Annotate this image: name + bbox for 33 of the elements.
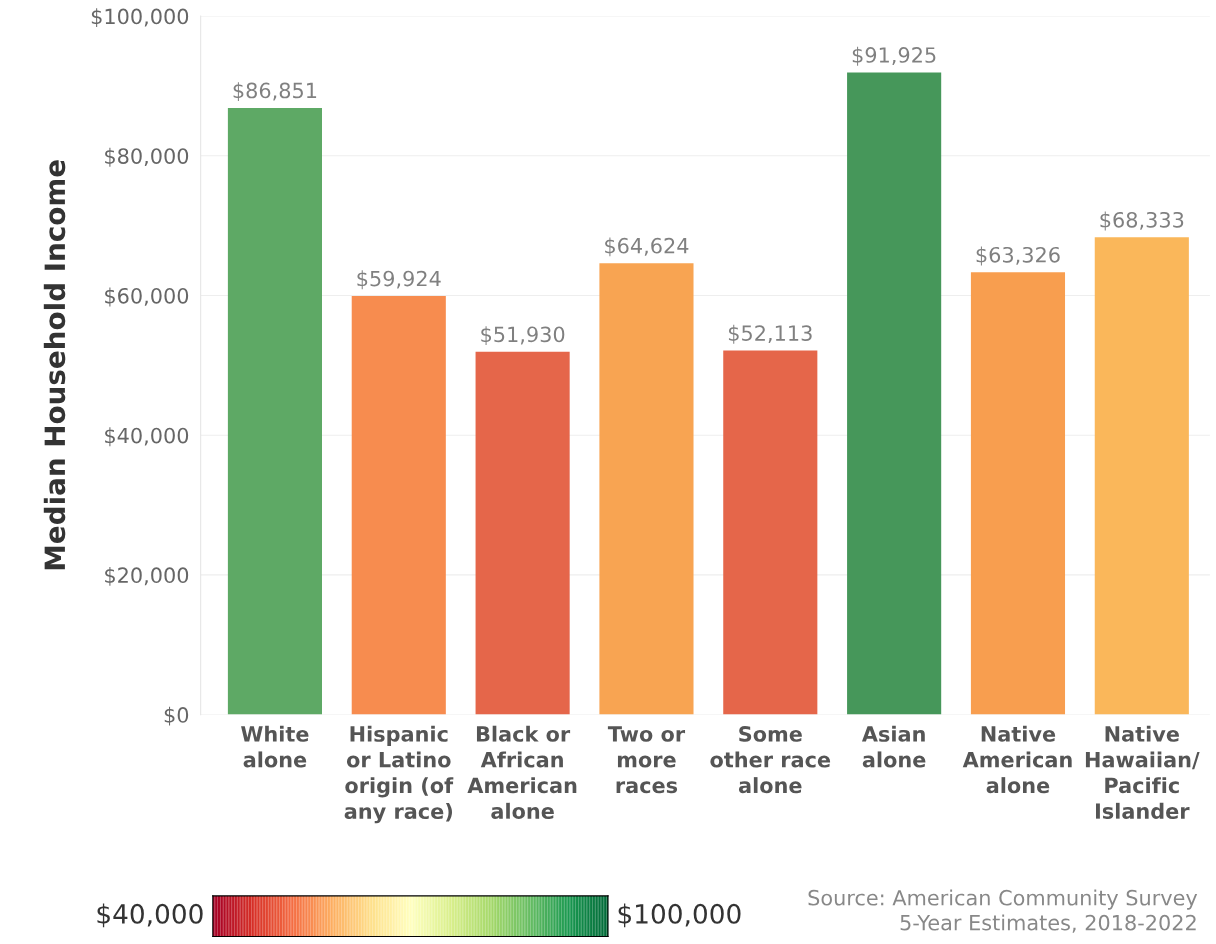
x-tick-label: Native American alone [962, 725, 1072, 794]
data-label: $63,326 [976, 246, 1060, 266]
data-label: $91,925 [852, 46, 936, 66]
data-label: $64,624 [605, 237, 689, 257]
bar [227, 107, 322, 715]
x-tick-label: Native Hawaiian/ Pacific Islander [1085, 725, 1200, 819]
y-axis-title: Median Household Income [43, 160, 66, 570]
data-label: $52,113 [728, 324, 812, 344]
x-tick-label: Asian alone [861, 725, 926, 768]
data-label: $51,930 [481, 326, 565, 346]
source-note: Source: American Community Survey 5-Year Estimates, 2018-2022 [808, 889, 1198, 933]
data-label: $86,851 [233, 82, 317, 102]
x-tick-label: Black or African American alone [467, 725, 577, 819]
data-label: $68,333 [1100, 211, 1184, 231]
y-tick-label: $20,000 [105, 566, 189, 586]
bar [847, 72, 942, 715]
bar [475, 351, 570, 715]
y-tick-label: $80,000 [105, 147, 189, 167]
bar [351, 296, 446, 715]
y-tick-label: $0 [164, 706, 189, 726]
x-tick-label: Some other race alone [710, 726, 831, 794]
y-tick-label: $100,000 [91, 8, 189, 28]
bar [970, 272, 1066, 715]
y-tick-label: $40,000 [105, 427, 189, 447]
bar [599, 263, 694, 715]
x-tick-label: Two or more races [607, 726, 686, 794]
bar [723, 350, 818, 715]
data-label: $59,924 [357, 270, 441, 290]
x-tick-label: Hispanic or Latino origin (of any race) [344, 725, 454, 824]
bar [1094, 237, 1189, 715]
y-tick-label: $60,000 [105, 287, 189, 307]
x-tick-label: White alone [241, 725, 309, 768]
color-bar-label: $100,000 [618, 903, 741, 928]
